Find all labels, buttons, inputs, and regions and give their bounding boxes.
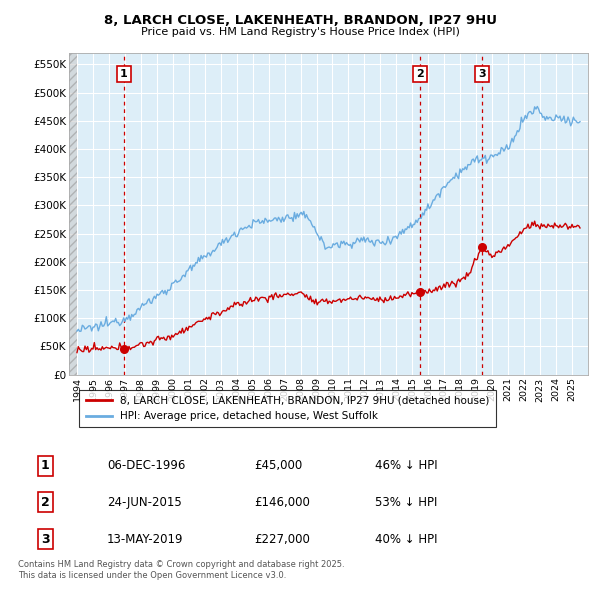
Text: 8, LARCH CLOSE, LAKENHEATH, BRANDON, IP27 9HU: 8, LARCH CLOSE, LAKENHEATH, BRANDON, IP2… bbox=[104, 14, 497, 27]
Text: 13-MAY-2019: 13-MAY-2019 bbox=[107, 533, 184, 546]
Text: 3: 3 bbox=[478, 69, 486, 79]
Text: 46% ↓ HPI: 46% ↓ HPI bbox=[375, 459, 437, 472]
Text: 06-DEC-1996: 06-DEC-1996 bbox=[107, 459, 185, 472]
Text: £146,000: £146,000 bbox=[254, 496, 310, 509]
Legend: 8, LARCH CLOSE, LAKENHEATH, BRANDON, IP27 9HU (detached house), HPI: Average pri: 8, LARCH CLOSE, LAKENHEATH, BRANDON, IP2… bbox=[79, 390, 496, 427]
Text: Price paid vs. HM Land Registry's House Price Index (HPI): Price paid vs. HM Land Registry's House … bbox=[140, 28, 460, 37]
Text: 2: 2 bbox=[416, 69, 424, 79]
Text: 3: 3 bbox=[41, 533, 50, 546]
Text: 1: 1 bbox=[120, 69, 127, 79]
Text: Contains HM Land Registry data © Crown copyright and database right 2025.
This d: Contains HM Land Registry data © Crown c… bbox=[18, 560, 344, 579]
Text: £45,000: £45,000 bbox=[254, 459, 302, 472]
Text: £227,000: £227,000 bbox=[254, 533, 310, 546]
Text: 1: 1 bbox=[41, 459, 50, 472]
Text: 24-JUN-2015: 24-JUN-2015 bbox=[107, 496, 182, 509]
Text: 2: 2 bbox=[41, 496, 50, 509]
Text: 53% ↓ HPI: 53% ↓ HPI bbox=[375, 496, 437, 509]
Text: 40% ↓ HPI: 40% ↓ HPI bbox=[375, 533, 437, 546]
